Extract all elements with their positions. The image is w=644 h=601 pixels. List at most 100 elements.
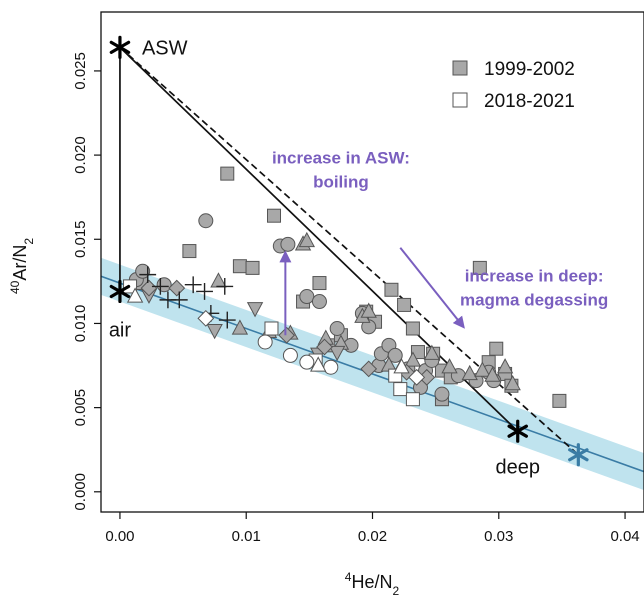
- data-point-plus-5-7: [216, 278, 234, 295]
- data-point-plus-5-8: [218, 311, 236, 329]
- data-point-square-0-1: [182, 244, 197, 259]
- y-tick-label-2: 0.010: [72, 305, 89, 343]
- data-point-circle-1-3: [198, 213, 214, 229]
- data-point-square-0-5: [267, 208, 282, 223]
- data-point-triangle-up-2-13: [423, 344, 441, 360]
- annotations-layer: increase in ASW: boiling increase in deep:…: [272, 149, 608, 336]
- data-point-square-0-13: [397, 297, 412, 312]
- data-point-diamond-4-1: [168, 279, 186, 297]
- data-point-triangle-up-2-19: [504, 374, 521, 391]
- data-point-triangle-up-2-16: [474, 361, 491, 377]
- endmember-air-asterisk-stroke: [109, 284, 131, 299]
- x-axis-label-main: He/N: [351, 572, 392, 592]
- y-axis-label-main: Ar/N: [10, 245, 30, 281]
- x-tick-label-2: 0.02: [358, 528, 387, 545]
- data-point-triangle-up-2-9: [360, 302, 377, 318]
- data-point-triangle-up-2-14: [441, 358, 458, 374]
- mixing-line-2: [119, 46, 579, 456]
- data-point-square-6-1: [264, 321, 279, 336]
- y-axis-label-sub: 2: [22, 238, 36, 245]
- data-point-square-0-25: [552, 393, 567, 408]
- data-point-circle-1-20: [434, 386, 450, 402]
- data-point-plus-5-5: [196, 283, 213, 300]
- endmember-air-asterisk: [109, 279, 131, 304]
- legend-marker-0: [452, 60, 468, 76]
- y-tick-label-3: 0.015: [72, 220, 89, 258]
- annotation-text-degassing-0: increase in deep:: [465, 266, 604, 285]
- data-point-circle-1-5: [280, 236, 296, 252]
- x-tick-label-0: 0.00: [105, 528, 134, 545]
- endmember-ASW-asterisk-stroke: [109, 40, 131, 54]
- data-point-square-0-20: [472, 260, 487, 275]
- data-point-triangle-up-8-2: [393, 358, 410, 374]
- data-point-circle-1-8: [329, 320, 345, 336]
- data-point-circle-1-2: [156, 277, 172, 293]
- data-point-diamond-4-4: [360, 360, 378, 378]
- data-point-square-0-7: [312, 276, 327, 291]
- data-point-triangle-up-2-1: [231, 319, 249, 335]
- data-point-triangle-down-3-1: [206, 324, 223, 340]
- data-point-square-6-5: [405, 392, 420, 407]
- data-point-triangle-up-2-17: [484, 366, 501, 382]
- y-tick-label-1: 0.005: [72, 389, 89, 427]
- annotation-text-degassing-1: magma degassing: [460, 290, 608, 309]
- data-point-diamond-4-2: [278, 326, 296, 344]
- data-point-triangle-up-8-0: [126, 287, 144, 303]
- data-point-plus-5-3: [170, 291, 188, 309]
- endmember-ASW-asterisk: [109, 35, 131, 59]
- data-point-square-6-4: [393, 382, 408, 397]
- data-point-triangle-down-3-4: [328, 345, 346, 362]
- data-point-triangle-up-2-12: [404, 351, 422, 367]
- data-point-square-0-12: [384, 282, 399, 297]
- data-point-triangle-up-2-5: [298, 231, 316, 248]
- x-axis-label: 4He/N2: [345, 570, 400, 598]
- legend-label-1: 2018-2021: [484, 91, 575, 112]
- y-axis-label-sup: 40: [8, 280, 22, 294]
- endmember-unlabeled-asterisk-stroke: [568, 448, 589, 462]
- x-tick-label-1: 0.01: [232, 528, 261, 545]
- endmember-deep-asterisk: [507, 419, 528, 443]
- endmember-deep-asterisk-stroke: [507, 424, 528, 438]
- annotation-text-boiling-0: increase in ASW:: [272, 149, 410, 168]
- endmember-label-ASW: ASW: [142, 38, 188, 60]
- x-tick-label-3: 0.03: [484, 528, 513, 545]
- data-point-square-0-2: [220, 166, 235, 181]
- data-point-plus-5-4: [184, 276, 202, 294]
- y-tick-label-4: 0.020: [72, 136, 89, 174]
- data-points-layer: [123, 166, 567, 408]
- data-point-triangle-up-2-18: [496, 358, 514, 374]
- data-point-plus-5-1: [151, 278, 169, 295]
- data-point-square-0-22: [489, 341, 504, 356]
- x-tick-label-4: 0.04: [610, 528, 639, 545]
- annotation-arrow-degassing: [399, 247, 465, 329]
- annotation-text-boiling-1: boiling: [313, 173, 369, 192]
- data-point-diamond-9-0: [197, 309, 215, 327]
- endmembers-layer: ASW air deep: [109, 35, 589, 478]
- x-axis-label-sup: 4: [345, 570, 352, 584]
- data-point-triangle-up-2-15: [461, 364, 478, 381]
- data-point-square-0-3: [232, 259, 247, 274]
- data-point-circle-1-7: [311, 294, 327, 310]
- data-point-circle-1-15: [387, 347, 403, 363]
- uncertainty-band-layer: [101, 257, 644, 491]
- endmember-label-deep: deep: [495, 456, 540, 478]
- legend-marker-1: [452, 92, 468, 108]
- data-point-circle-7-2: [299, 354, 315, 370]
- y-tick-label-0: 0.000: [72, 473, 89, 511]
- data-point-diamond-4-0: [140, 279, 158, 297]
- data-point-circle-7-1: [282, 347, 298, 363]
- y-axis-label: 40Ar/N2: [8, 238, 36, 294]
- data-point-diamond-4-3: [316, 338, 333, 356]
- data-point-square-0-14: [405, 321, 420, 336]
- data-point-triangle-up-2-0: [210, 272, 227, 288]
- data-point-circle-1-6: [299, 289, 315, 305]
- x-axis-label-sub: 2: [393, 584, 400, 598]
- data-point-plus-5-0: [139, 266, 157, 284]
- data-point-square-0-4: [245, 260, 260, 275]
- data-point-circle-7-3: [323, 359, 339, 375]
- data-point-triangle-up-8-1: [310, 356, 327, 372]
- data-point-diamond-9-1: [408, 368, 426, 386]
- endmember-label-air: air: [109, 320, 132, 342]
- data-point-circle-7-0: [257, 334, 273, 350]
